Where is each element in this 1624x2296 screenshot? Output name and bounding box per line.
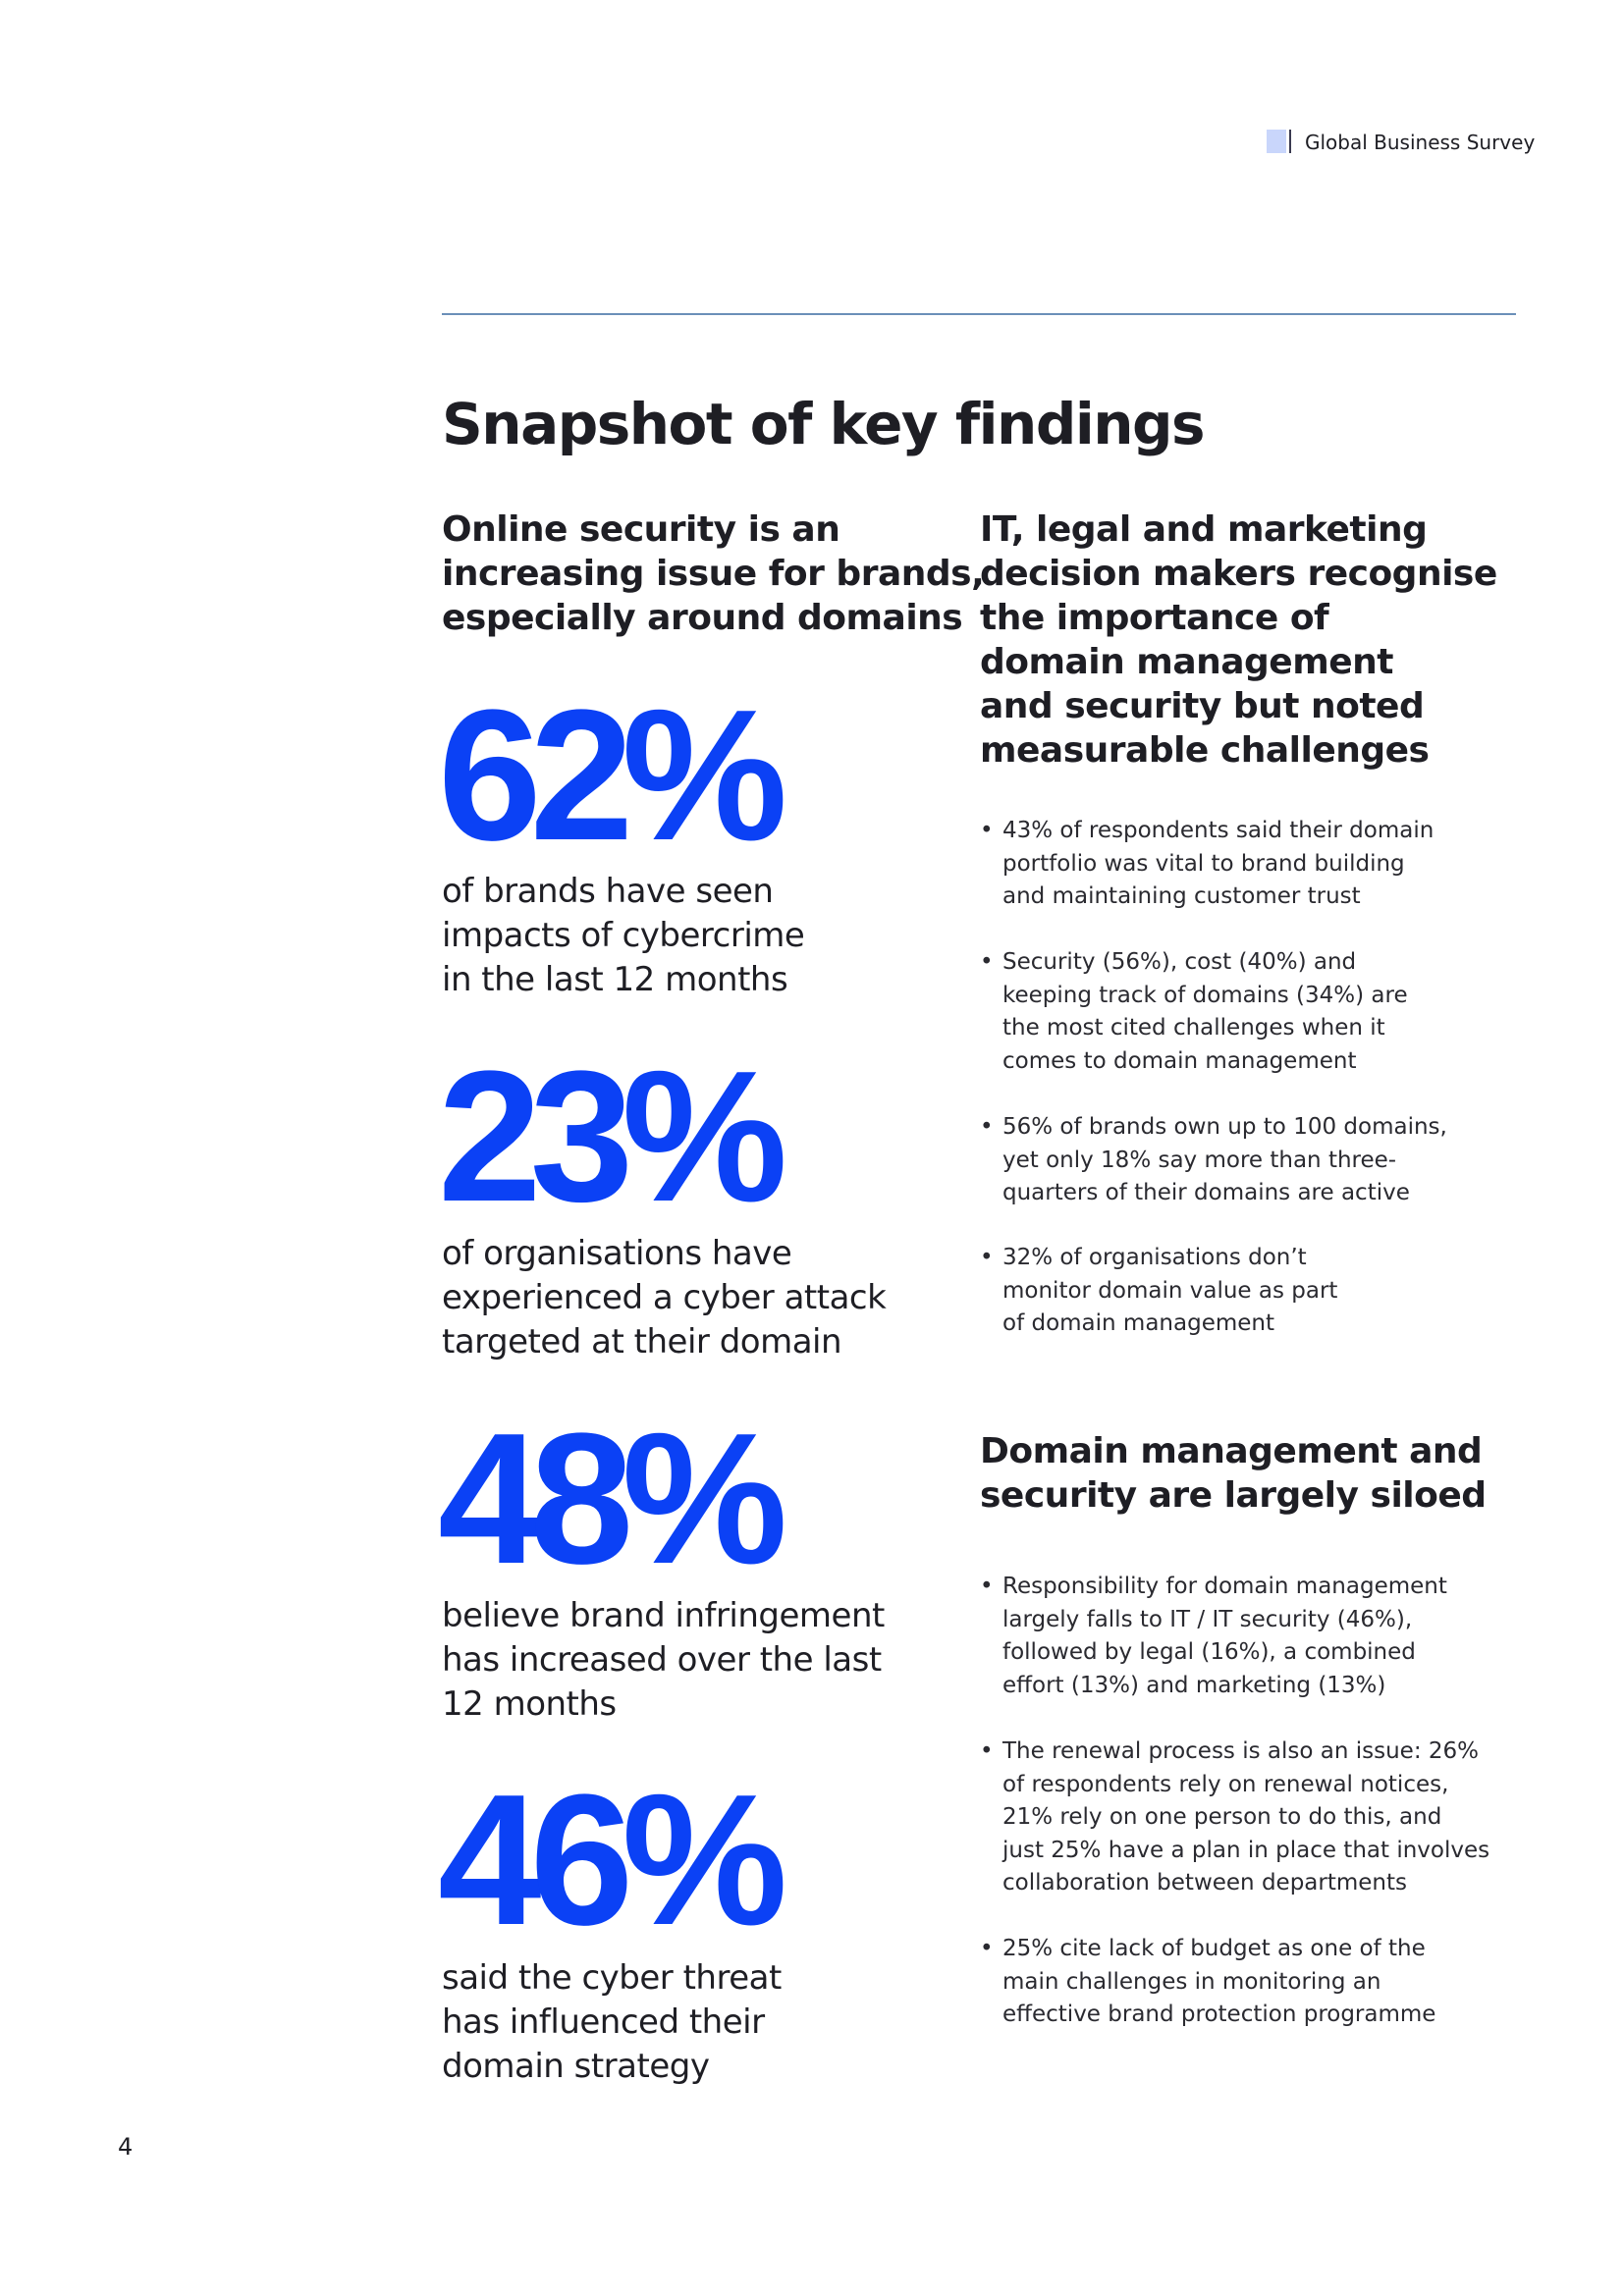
bullet-line: quarters of their domains are active bbox=[1002, 1180, 1410, 1205]
bullet-line: 43% of respondents said their domain bbox=[1002, 818, 1435, 843]
heading-line: IT, legal and marketing bbox=[980, 509, 1428, 550]
bullet-line: 56% of brands own up to 100 domains, bbox=[1002, 1114, 1447, 1140]
heading-line: increasing issue for brands, bbox=[442, 554, 985, 594]
stat-caption-line: of organisations have bbox=[442, 1234, 792, 1273]
bullet-line: 21% rely on one person to do this, and bbox=[1002, 1804, 1442, 1830]
bullet-line: comes to domain management bbox=[1002, 1047, 1357, 1074]
bullet-line: portfolio was vital to brand building bbox=[1002, 850, 1405, 877]
bullet-line: 32% of organisations don’t bbox=[1002, 1245, 1307, 1270]
bullet-line: The renewal process is also an issue: 26… bbox=[1002, 1738, 1479, 1764]
stat-caption-line: domain strategy bbox=[442, 2047, 710, 2086]
bullet-dot: • bbox=[980, 1245, 994, 1270]
bullet-dot: • bbox=[980, 1738, 994, 1764]
bullet-line: largely falls to IT / IT security (46%), bbox=[1002, 1606, 1413, 1632]
bullet-line: collaboration between departments bbox=[1002, 1870, 1408, 1896]
stat-caption-line: in the last 12 months bbox=[442, 960, 788, 999]
bullet-dot: • bbox=[980, 1114, 994, 1140]
stat-value: 48% bbox=[438, 1395, 787, 1603]
bullet-dot: • bbox=[980, 818, 994, 843]
bullet-line: and maintaining customer trust bbox=[1002, 883, 1361, 909]
bullet-dot: • bbox=[980, 1936, 994, 1961]
heading-line: decision makers recognise bbox=[980, 554, 1497, 594]
bullet-line: effective brand protection programme bbox=[1002, 2002, 1436, 2027]
stat-caption-line: has influenced their bbox=[442, 2002, 765, 2042]
bullet-line: keeping track of domains (34%) are bbox=[1002, 982, 1408, 1008]
header-square bbox=[1267, 130, 1286, 153]
bullet-line: just 25% have a plan in place that invol… bbox=[1002, 1837, 1490, 1863]
stat-value: 62% bbox=[438, 671, 787, 880]
stat-caption-line: experienced a cyber attack bbox=[442, 1278, 887, 1317]
bullet-line: of respondents rely on renewal notices, bbox=[1002, 1771, 1449, 1797]
heading-line: Domain management and bbox=[980, 1431, 1483, 1471]
bullet-line: monitor domain value as part bbox=[1002, 1277, 1338, 1304]
heading-line: Online security is an bbox=[442, 509, 840, 550]
stat-caption-line: has increased over the last bbox=[442, 1640, 882, 1680]
stat-caption-line: believe brand infringement bbox=[442, 1596, 885, 1635]
bullet-line: followed by legal (16%), a combined bbox=[1002, 1639, 1416, 1665]
bullet-line: Responsibility for domain management bbox=[1002, 1574, 1447, 1599]
stat-caption-line: 12 months bbox=[442, 1684, 617, 1724]
header-title: Global Business Survey bbox=[1305, 131, 1536, 154]
stat-caption-line: targeted at their domain bbox=[442, 1322, 842, 1362]
page-number: 4 bbox=[118, 2133, 134, 2161]
heading-line: especially around domains bbox=[442, 598, 963, 638]
heading-line: security are largely siloed bbox=[980, 1475, 1487, 1516]
bullet-line: of domain management bbox=[1002, 1310, 1274, 1336]
stat-caption-line: impacts of cybercrime bbox=[442, 916, 805, 955]
heading-line: the importance of bbox=[980, 598, 1329, 638]
stat-caption-line: said the cyber threat bbox=[442, 1958, 782, 1998]
bullet-line: main challenges in monitoring an bbox=[1002, 1968, 1381, 1995]
bullet-dot: • bbox=[980, 1574, 994, 1599]
stat-caption-line: of brands have seen bbox=[442, 872, 774, 911]
bullet-line: 25% cite lack of budget as one of the bbox=[1002, 1936, 1426, 1961]
heading-line: measurable challenges bbox=[980, 730, 1430, 771]
bullet-line: yet only 18% say more than three- bbox=[1002, 1147, 1397, 1173]
stat-value: 46% bbox=[438, 1756, 787, 1964]
stat-value: 23% bbox=[438, 1033, 787, 1241]
bullet-dot: • bbox=[980, 949, 994, 975]
header-divider bbox=[1289, 130, 1291, 153]
bullet-line: effort (13%) and marketing (13%) bbox=[1002, 1672, 1386, 1698]
bullet-line: Security (56%), cost (40%) and bbox=[1002, 949, 1357, 975]
bullet-line: the most cited challenges when it bbox=[1002, 1015, 1385, 1041]
page-title: Snapshot of key findings bbox=[442, 391, 1206, 457]
rule bbox=[442, 313, 1516, 315]
heading-line: and security but noted bbox=[980, 686, 1425, 726]
heading-line: domain management bbox=[980, 642, 1394, 682]
